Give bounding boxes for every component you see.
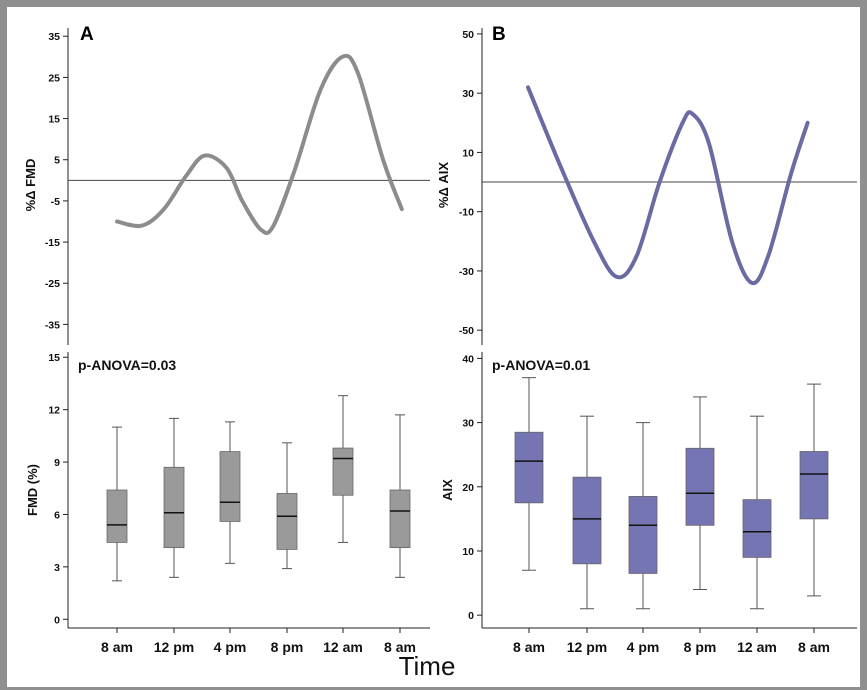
iqr-box — [106, 489, 128, 543]
x-tick-label: 8 am — [513, 639, 545, 655]
y-tick-label: 20 — [462, 482, 474, 494]
y-tick-label: 0 — [468, 610, 474, 622]
y-tick-label: 40 — [462, 353, 474, 365]
y-tick-label: 30 — [462, 418, 474, 430]
y-tick-label: 5 — [54, 155, 60, 167]
panel-letter: B — [492, 24, 506, 45]
anova-annotation: p-ANOVA=0.03 — [78, 357, 176, 373]
y-tick-label: 10 — [462, 147, 474, 159]
y-tick-label: 15 — [48, 352, 60, 364]
panel-letter: A — [80, 24, 94, 45]
x-tick-label: 12 pm — [567, 639, 607, 655]
y-tick-label: 15 — [48, 114, 60, 126]
iqr-box — [628, 496, 658, 574]
y-axis-title: %Δ AIX — [436, 162, 451, 209]
iqr-box — [219, 451, 241, 522]
iqr-box — [572, 476, 602, 565]
x-tick-label: 4 pm — [627, 639, 660, 655]
x-tick-label: 12 pm — [154, 639, 194, 655]
y-tick-label: -15 — [45, 237, 60, 249]
y-tick-label: -50 — [459, 325, 474, 337]
y-tick-label: 3 — [54, 562, 60, 574]
x-tick-label: 4 pm — [214, 639, 247, 655]
x-tick-label: 8 pm — [271, 639, 304, 655]
iqr-box — [163, 466, 185, 549]
y-tick-label: -35 — [45, 319, 60, 331]
iqr-box — [276, 493, 298, 550]
y-tick-label: 25 — [48, 72, 60, 84]
y-tick-label: 0 — [54, 614, 60, 626]
y-tick-label: -5 — [51, 196, 60, 208]
x-tick-label: 8 pm — [684, 639, 717, 655]
x-tick-label: 8 am — [384, 639, 416, 655]
y-tick-label: -10 — [459, 207, 474, 219]
x-tick-label: 8 am — [101, 639, 133, 655]
iqr-box — [742, 499, 772, 558]
iqr-box — [389, 489, 411, 549]
x-tick-label: 12 am — [323, 639, 363, 655]
y-tick-label: 12 — [48, 405, 60, 417]
x-axis-title: Time — [399, 651, 456, 681]
y-tick-label: 10 — [462, 546, 474, 558]
y-tick-label: 35 — [48, 31, 60, 43]
y-tick-label: 30 — [462, 88, 474, 100]
y-axis-title: %Δ FMD — [23, 159, 38, 212]
x-tick-label: 8 am — [798, 639, 830, 655]
y-tick-label: 50 — [462, 29, 474, 41]
y-axis-title: FMD (%) — [25, 464, 40, 516]
iqr-box — [685, 447, 715, 526]
y-tick-label: 6 — [54, 509, 60, 521]
y-tick-label: 9 — [54, 457, 60, 469]
x-tick-label: 12 am — [737, 639, 777, 655]
trend-curve — [115, 53, 404, 236]
y-tick-label: -25 — [45, 278, 60, 290]
iqr-box — [514, 431, 544, 504]
y-tick-label: -30 — [459, 266, 474, 278]
iqr-box — [332, 447, 354, 496]
iqr-box — [799, 451, 829, 520]
trend-curve — [526, 85, 810, 286]
y-axis-title: AIX — [440, 479, 455, 501]
anova-annotation: p-ANOVA=0.01 — [492, 357, 590, 373]
